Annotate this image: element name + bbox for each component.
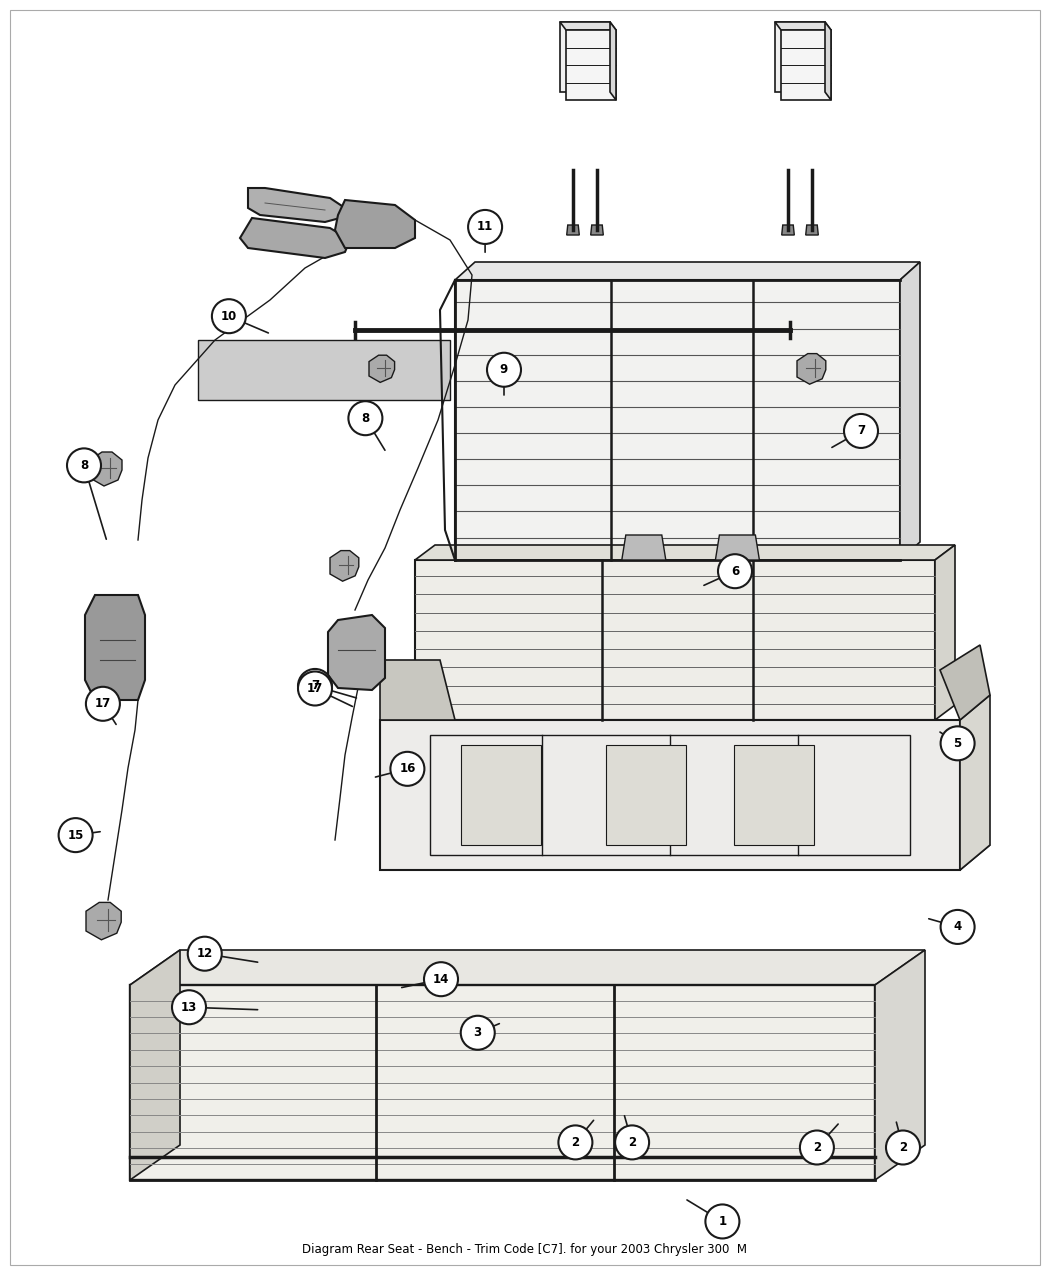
Polygon shape <box>130 950 180 1179</box>
Circle shape <box>615 1126 649 1159</box>
Polygon shape <box>775 22 825 92</box>
Polygon shape <box>622 536 666 560</box>
Circle shape <box>559 1126 592 1159</box>
Circle shape <box>298 672 332 705</box>
Text: 16: 16 <box>399 762 416 775</box>
Circle shape <box>487 353 521 386</box>
Polygon shape <box>328 615 385 690</box>
Circle shape <box>468 210 502 244</box>
Polygon shape <box>130 950 925 986</box>
Text: 2: 2 <box>813 1141 821 1154</box>
Circle shape <box>59 819 92 852</box>
Circle shape <box>349 402 382 435</box>
Text: Diagram Rear Seat - Bench - Trim Code [C7]. for your 2003 Chrysler 300  M: Diagram Rear Seat - Bench - Trim Code [C… <box>302 1243 748 1256</box>
Polygon shape <box>805 224 818 235</box>
Polygon shape <box>940 645 990 720</box>
Polygon shape <box>90 453 122 486</box>
Polygon shape <box>380 845 990 870</box>
Polygon shape <box>875 950 925 1179</box>
Circle shape <box>188 937 222 970</box>
Polygon shape <box>335 200 415 249</box>
Polygon shape <box>566 31 616 99</box>
Polygon shape <box>197 340 450 400</box>
Polygon shape <box>825 22 831 99</box>
Polygon shape <box>248 187 345 222</box>
Polygon shape <box>369 356 395 382</box>
Text: 2: 2 <box>899 1141 907 1154</box>
Text: 2: 2 <box>628 1136 636 1149</box>
Circle shape <box>424 963 458 996</box>
Text: 11: 11 <box>477 221 493 233</box>
Circle shape <box>391 752 424 785</box>
Polygon shape <box>461 745 541 845</box>
Circle shape <box>461 1016 495 1049</box>
Polygon shape <box>900 261 920 560</box>
Polygon shape <box>240 218 350 258</box>
Text: 2: 2 <box>571 1136 580 1149</box>
Polygon shape <box>130 986 875 1179</box>
Polygon shape <box>567 224 580 235</box>
Text: 3: 3 <box>474 1026 482 1039</box>
Polygon shape <box>781 224 794 235</box>
Polygon shape <box>734 745 814 845</box>
Polygon shape <box>934 544 956 720</box>
Text: 9: 9 <box>500 363 508 376</box>
Circle shape <box>67 449 101 482</box>
Polygon shape <box>455 280 900 560</box>
Circle shape <box>800 1131 834 1164</box>
Text: 5: 5 <box>953 737 962 750</box>
Polygon shape <box>380 720 960 870</box>
Circle shape <box>298 669 332 703</box>
Circle shape <box>718 555 752 588</box>
Polygon shape <box>415 560 934 720</box>
Text: 7: 7 <box>311 680 319 692</box>
Circle shape <box>706 1205 739 1238</box>
Polygon shape <box>330 551 359 581</box>
Polygon shape <box>415 544 956 560</box>
Polygon shape <box>455 261 920 280</box>
Polygon shape <box>380 660 455 720</box>
Polygon shape <box>591 224 604 235</box>
Circle shape <box>844 414 878 448</box>
Text: 8: 8 <box>80 459 88 472</box>
Polygon shape <box>85 595 145 700</box>
Text: 4: 4 <box>953 921 962 933</box>
Text: 6: 6 <box>731 565 739 578</box>
Text: 12: 12 <box>196 947 213 960</box>
Polygon shape <box>960 695 990 870</box>
Polygon shape <box>781 31 831 99</box>
Circle shape <box>212 300 246 333</box>
Polygon shape <box>86 903 121 940</box>
Circle shape <box>886 1131 920 1164</box>
Polygon shape <box>715 536 759 560</box>
Text: 17: 17 <box>94 697 111 710</box>
Polygon shape <box>797 353 825 384</box>
Text: 14: 14 <box>433 973 449 986</box>
Polygon shape <box>560 22 610 92</box>
Polygon shape <box>775 22 831 31</box>
Text: 17: 17 <box>307 682 323 695</box>
Text: 15: 15 <box>67 829 84 842</box>
Circle shape <box>941 727 974 760</box>
Circle shape <box>86 687 120 720</box>
Circle shape <box>172 991 206 1024</box>
Text: 7: 7 <box>857 425 865 437</box>
Text: 8: 8 <box>361 412 370 425</box>
Text: 1: 1 <box>718 1215 727 1228</box>
Text: 10: 10 <box>220 310 237 323</box>
Text: 13: 13 <box>181 1001 197 1014</box>
Polygon shape <box>606 745 687 845</box>
Polygon shape <box>610 22 616 99</box>
Circle shape <box>941 910 974 943</box>
Polygon shape <box>560 22 616 31</box>
